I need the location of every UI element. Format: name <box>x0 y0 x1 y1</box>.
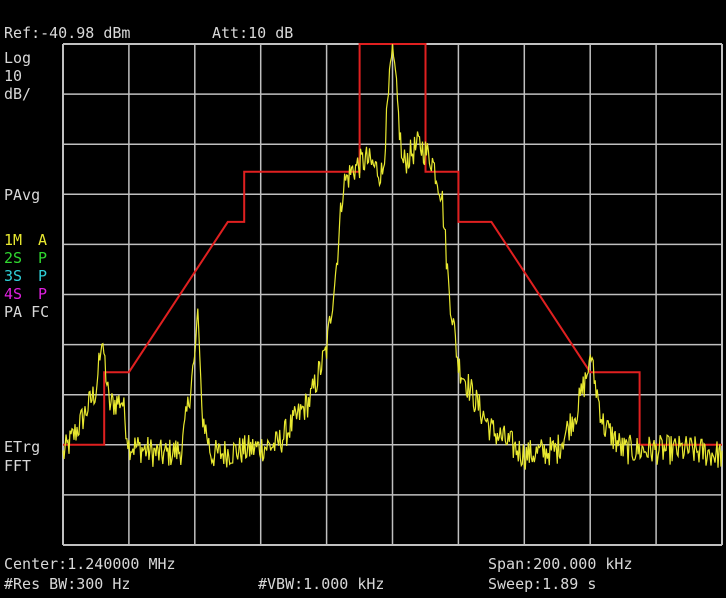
scale-type: Log <box>4 49 32 67</box>
scale-value: 10 <box>4 67 23 85</box>
trace-3-mode: P <box>38 267 48 285</box>
trace-3-id: 3S <box>4 267 23 285</box>
span: Span:200.000 kHz <box>488 555 633 573</box>
ref-level: Ref:-40.98 dBm <box>4 24 131 42</box>
graticule-grid <box>62 43 723 546</box>
trace-2-mode: P <box>38 249 48 267</box>
trace-4-id: 4S <box>4 285 23 303</box>
trace-4-mode: P <box>38 285 48 303</box>
trace-1-line <box>62 44 723 470</box>
trace-1-id: 1M <box>4 231 23 249</box>
fft-label: FFT <box>4 457 32 475</box>
scale-unit: dB/ <box>4 85 32 103</box>
limit-mask-line <box>63 43 722 446</box>
trace-1-mode: A <box>38 231 48 249</box>
attenuation: Att:10 dB <box>212 24 294 42</box>
sweep-time: Sweep:1.89 s <box>488 575 597 593</box>
resolution-bandwidth: #Res BW:300 Hz <box>4 575 131 593</box>
trigger-label: ETrg <box>4 438 41 456</box>
pa-fc-label: PA FC <box>4 303 50 321</box>
video-bandwidth: #VBW:1.000 kHz <box>258 575 385 593</box>
center-frequency: Center:1.240000 MHz <box>4 555 176 573</box>
averaging-label: PAvg <box>4 186 41 204</box>
trace-2-id: 2S <box>4 249 23 267</box>
